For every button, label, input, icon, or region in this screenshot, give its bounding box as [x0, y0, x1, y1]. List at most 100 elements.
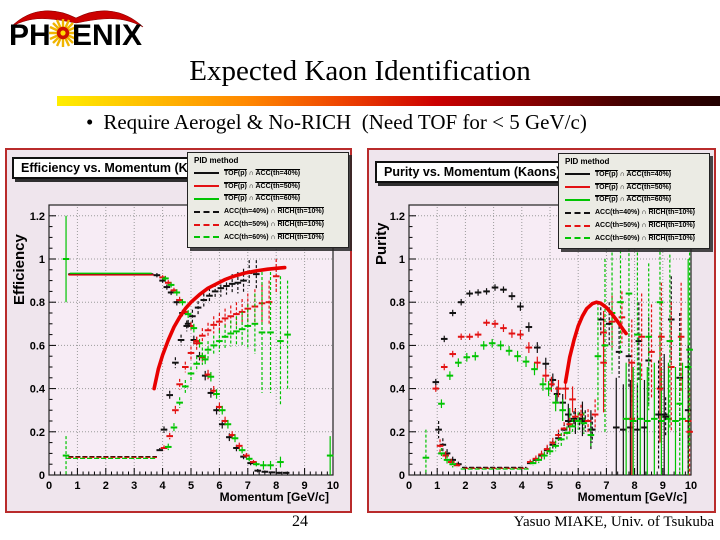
svg-text:7: 7 — [603, 480, 609, 492]
svg-text:3: 3 — [491, 480, 497, 492]
svg-text:0.2: 0.2 — [390, 427, 405, 439]
legend-line-sample — [194, 223, 219, 226]
gradient-divider — [57, 96, 720, 106]
svg-text:0.4: 0.4 — [390, 384, 406, 396]
legend-line-sample — [194, 172, 219, 175]
legend-label: TOF(p) ∩ ACC(th=60%) — [224, 195, 301, 203]
legend-row: TOF(p) ∩ ACC(th=40%) — [194, 167, 344, 180]
legend-label: ACC(th=50%) ∩ RICH(th=10%) — [224, 221, 324, 229]
bullet-icon: • — [86, 110, 94, 134]
legend-line-sample — [194, 210, 219, 213]
legend-rows: TOF(p) ∩ ACC(th=40%) TOF(p) ∩ ACC(th=50%)… — [194, 167, 344, 244]
legend-line-sample — [565, 211, 590, 214]
svg-text:7: 7 — [245, 480, 251, 492]
purity-plot-panel: 0 1 2 3 4 5 6 7 8 9 10 0 0.2 0.4 0.6 0.8 1 1.2 Purity vs.… — [367, 148, 716, 513]
svg-text:9: 9 — [302, 480, 308, 492]
logo-swoosh — [10, 10, 144, 28]
bullet-text: Require Aerogel & No-RICH (Need TOF for … — [103, 110, 587, 134]
svg-text:4: 4 — [519, 480, 526, 492]
svg-text:1.2: 1.2 — [30, 211, 45, 223]
svg-text:0.2: 0.2 — [30, 427, 45, 439]
svg-text:1: 1 — [74, 480, 80, 492]
svg-text:0.8: 0.8 — [30, 297, 45, 309]
svg-text:0.6: 0.6 — [30, 340, 45, 352]
legend-label: ACC(th=60%) ∩ RICH(th=10%) — [224, 233, 324, 241]
svg-text:6: 6 — [575, 480, 581, 492]
efficiency-y-axis-title: Efficiency — [11, 234, 28, 305]
phenix-logo: PH ENIX — [9, 10, 144, 52]
legend-line-sample — [565, 173, 590, 176]
legend-box: PID method TOF(p) ∩ ACC(th=40%) TOF(p) ∩ … — [187, 152, 349, 248]
purity-plot-title: Purity vs. Momentum (Kaons) — [375, 161, 570, 183]
svg-text:2: 2 — [462, 480, 468, 492]
legend-rows: TOF(p) ∩ ACC(th=40%) TOF(p) ∩ ACC(th=50%)… — [565, 168, 705, 245]
svg-text:1: 1 — [399, 254, 405, 266]
svg-text:9: 9 — [660, 480, 666, 492]
legend-row: TOF(p) ∩ ACC(th=40%) — [565, 168, 705, 181]
svg-text:1: 1 — [39, 254, 45, 266]
logo-sunburst-center — [60, 30, 66, 36]
author-credit: Yasuo MIAKE, Univ. of Tsukuba — [513, 514, 714, 530]
legend-box: PID method TOF(p) ∩ ACC(th=40%) TOF(p) ∩ … — [558, 153, 710, 249]
purity-plot-canvas: 0 1 2 3 4 5 6 7 8 9 10 0 0.2 0.4 0.6 0.8 1 1.2 — [390, 204, 697, 492]
logo-text-left: PH — [9, 19, 51, 52]
legend-label: TOF(p) ∩ ACC(th=50%) — [224, 182, 301, 190]
legend-line-sample — [194, 236, 219, 239]
legend-line-sample — [194, 185, 219, 188]
svg-text:5: 5 — [547, 480, 553, 492]
page-title: Expected Kaon Identification — [189, 55, 531, 87]
legend-label: TOF(p) ∩ ACC(th=40%) — [595, 170, 672, 178]
legend-row: TOF(p) ∩ ACC(th=60%) — [194, 193, 344, 206]
legend-label: TOF(p) ∩ ACC(th=40%) — [224, 169, 301, 177]
svg-text:3: 3 — [131, 480, 137, 492]
legend-row: ACC(th=40%) ∩ RICH(th=10%) — [194, 205, 344, 218]
svg-text:10: 10 — [327, 480, 339, 492]
efficiency-plot-panel: 0 1 2 3 4 5 6 7 8 9 10 0 0.2 0.4 0.6 0.8 1 1.2 Efficiency… — [5, 148, 352, 513]
svg-text:1: 1 — [434, 480, 440, 492]
svg-text:8: 8 — [632, 480, 638, 492]
legend-row: TOF(p) ∩ ACC(th=50%) — [565, 181, 705, 194]
bullet-line: • Require Aerogel & No-RICH (Need TOF for… — [86, 110, 587, 135]
efficiency-x-axis-title: Momentum [GeV/c] — [219, 490, 329, 504]
legend-line-sample — [565, 186, 590, 189]
legend-row: ACC(th=60%) ∩ RICH(th=10%) — [565, 232, 705, 245]
svg-text:4: 4 — [160, 480, 167, 492]
purity-y-axis-title: Purity — [373, 222, 390, 265]
legend-row: ACC(th=50%) ∩ RICH(th=10%) — [194, 218, 344, 231]
legend-label: ACC(th=40%) ∩ RICH(th=10%) — [224, 208, 324, 216]
svg-text:5: 5 — [188, 480, 194, 492]
svg-text:0.6: 0.6 — [390, 340, 405, 352]
legend-label: ACC(th=60%) ∩ RICH(th=10%) — [595, 234, 695, 242]
legend-row: ACC(th=50%) ∩ RICH(th=10%) — [565, 219, 705, 232]
svg-text:10: 10 — [685, 480, 697, 492]
legend-line-sample — [565, 237, 590, 240]
legend-label: ACC(th=50%) ∩ RICH(th=10%) — [595, 222, 695, 230]
svg-text:2: 2 — [103, 480, 109, 492]
legend-row: TOF(p) ∩ ACC(th=50%) — [194, 180, 344, 193]
svg-text:0: 0 — [39, 470, 45, 482]
efficiency-plot-canvas: 0 1 2 3 4 5 6 7 8 9 10 0 0.2 0.4 0.6 0.8 1 1.2 — [30, 204, 339, 492]
svg-text:1.2: 1.2 — [390, 211, 405, 223]
legend-label: ACC(th=40%) ∩ RICH(th=10%) — [595, 209, 695, 217]
page-number: 24 — [292, 513, 308, 530]
svg-text:0: 0 — [406, 480, 412, 492]
logo-text-right: ENIX — [72, 19, 142, 52]
legend-row: ACC(th=40%) ∩ RICH(th=10%) — [565, 206, 705, 219]
purity-x-axis-title: Momentum [GeV/c] — [577, 490, 687, 504]
legend-title: PID method — [565, 157, 610, 166]
legend-row: ACC(th=60%) ∩ RICH(th=10%) — [194, 231, 344, 244]
svg-text:0: 0 — [399, 470, 405, 482]
svg-text:0.4: 0.4 — [30, 384, 46, 396]
legend-label: TOF(p) ∩ ACC(th=50%) — [595, 183, 672, 191]
legend-line-sample — [565, 198, 590, 201]
legend-title: PID method — [194, 156, 239, 165]
svg-text:8: 8 — [273, 480, 279, 492]
legend-line-sample — [194, 197, 219, 200]
legend-row: TOF(p) ∩ ACC(th=60%) — [565, 194, 705, 207]
legend-label: TOF(p) ∩ ACC(th=60%) — [595, 196, 672, 204]
svg-text:0.8: 0.8 — [390, 297, 405, 309]
svg-text:0: 0 — [46, 480, 52, 492]
svg-text:6: 6 — [216, 480, 222, 492]
legend-line-sample — [565, 224, 590, 227]
